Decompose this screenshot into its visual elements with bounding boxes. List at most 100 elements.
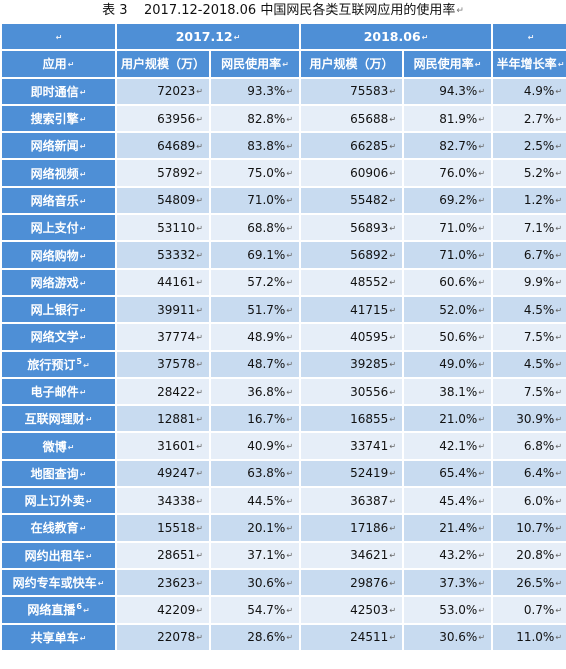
cell-rate-2017: 75.0%↵ — [211, 160, 300, 186]
cell-rate-2017: 28.6%↵ — [211, 624, 300, 650]
cell-growth: 6.0%↵ — [493, 488, 566, 514]
table-row: 网络文学↵ 37774↵ 48.9%↵ 40595↵ 50.6%↵ 7.5%↵ — [2, 324, 566, 350]
column-header-rate-2017: 网民使用率↵ — [211, 51, 300, 77]
paragraph-mark-icon: ↵ — [85, 415, 93, 425]
table-row: 网约专车或快车↵ 23623↵ 30.6%↵ 29876↵ 37.3%↵ 26.5%↵ — [2, 569, 566, 596]
cell-value: 30.6% — [247, 575, 286, 590]
paragraph-mark-icon: ↵ — [389, 251, 397, 261]
cell-value: 75583 — [350, 84, 389, 99]
paragraph-mark-icon: ↵ — [389, 278, 397, 288]
app-name-cell: 网约专车或快车↵ — [2, 569, 115, 596]
paragraph-mark-icon: ↵ — [389, 578, 397, 588]
cell-growth: 20.8%↵ — [493, 542, 566, 568]
app-name: 网约出租车 — [24, 548, 85, 563]
paragraph-mark-icon: ↵ — [196, 605, 203, 615]
paragraph-mark-icon: ↵ — [478, 87, 486, 97]
paragraph-mark-icon: ↵ — [389, 305, 397, 315]
cell-value: 15518 — [157, 520, 196, 535]
cell-rate-2018: 82.7%↵ — [404, 133, 492, 159]
paragraph-mark-icon: ↵ — [389, 414, 397, 424]
cell-value: 28422 — [157, 384, 196, 399]
cell-rate-2018: 81.9%↵ — [404, 105, 492, 132]
cell-users-2017: 64689↵ — [117, 133, 209, 159]
cell-users-2018: 66285↵ — [301, 133, 403, 159]
paragraph-mark-icon: ↵ — [67, 60, 75, 70]
cell-value: 55482 — [350, 193, 389, 208]
cell-value: 2.7% — [523, 111, 555, 126]
cell-value: 49.0% — [439, 357, 478, 372]
cell-rate-2018: 21.0%↵ — [404, 406, 492, 432]
cell-value: 37578 — [157, 357, 196, 372]
paragraph-mark-icon: ↵ — [79, 524, 87, 534]
header-corner-cell: ↵ — [2, 24, 115, 50]
cell-value: 16855 — [350, 411, 389, 426]
cell-value: 43.2% — [439, 548, 478, 563]
cell-rate-2018: 38.1%↵ — [404, 378, 492, 405]
cell-value: 65.4% — [439, 466, 478, 481]
cell-value: 11.0% — [516, 630, 555, 645]
cell-rate-2017: 44.5%↵ — [211, 488, 300, 514]
cell-value: 42209 — [157, 602, 196, 617]
paragraph-mark-icon: ↵ — [389, 87, 397, 97]
cell-value: 10.7% — [516, 520, 555, 535]
cell-rate-2017: 48.7%↵ — [211, 351, 300, 377]
cell-value: 12881 — [157, 411, 196, 426]
app-name: 即时通信 — [30, 84, 79, 99]
cell-value: 44161 — [157, 275, 196, 290]
cell-rate-2017: 54.7%↵ — [211, 597, 300, 623]
cell-value: 60906 — [350, 166, 389, 181]
app-name-cell: 搜索引擎↵ — [2, 105, 115, 132]
cell-users-2017: 34338↵ — [117, 488, 209, 514]
cell-rate-2018: 53.0%↵ — [404, 597, 492, 623]
table-row: 网上订外卖↵ 34338↵ 44.5%↵ 36387↵ 45.4%↵ 6.0%↵ — [2, 488, 566, 514]
paragraph-mark-icon: ↵ — [478, 251, 486, 261]
cell-users-2017: 12881↵ — [117, 406, 209, 432]
paragraph-mark-icon: ↵ — [478, 141, 486, 151]
table-row: 网约出租车↵ 28651↵ 37.1%↵ 34621↵ 43.2%↵ 20.8%↵ — [2, 542, 566, 568]
cell-value: 7.5% — [523, 329, 555, 344]
cell-value: 1.2% — [523, 193, 555, 208]
cell-value: 9.9% — [523, 275, 555, 290]
paragraph-mark-icon: ↵ — [478, 605, 486, 615]
cell-growth: 10.7%↵ — [493, 515, 566, 541]
paragraph-mark-icon: ↵ — [555, 523, 563, 533]
paragraph-mark-icon: ↵ — [478, 196, 486, 206]
paragraph-mark-icon: ↵ — [196, 223, 203, 233]
paragraph-mark-icon: ↵ — [286, 305, 294, 315]
cell-value: 24511 — [350, 630, 389, 645]
cell-value: 65688 — [350, 111, 389, 126]
cell-value: 42503 — [350, 602, 389, 617]
paragraph-mark-icon: ↵ — [286, 278, 294, 288]
cell-value: 53.0% — [439, 602, 478, 617]
cell-users-2017: 54809↵ — [117, 187, 209, 214]
table-row: 网络购物↵ 53332↵ 69.1%↵ 56892↵ 71.0%↵ 6.7%↵ — [2, 242, 566, 268]
paragraph-mark-icon: ↵ — [196, 523, 203, 533]
paragraph-mark-icon: ↵ — [286, 605, 294, 615]
cell-rate-2018: 71.0%↵ — [404, 215, 492, 241]
cell-rate-2018: 50.6%↵ — [404, 324, 492, 350]
header-group-2017-12: 2017.12↵ — [117, 24, 300, 50]
cell-growth: 6.8%↵ — [493, 433, 566, 459]
cell-value: 71.0% — [439, 248, 478, 263]
paragraph-mark-icon: ↵ — [478, 469, 486, 479]
cell-users-2017: 37774↵ — [117, 324, 209, 350]
app-name-cell: 在线教育↵ — [2, 515, 115, 541]
cell-rate-2018: 21.4%↵ — [404, 515, 492, 541]
cell-value: 33741 — [350, 439, 389, 454]
cell-rate-2018: 49.0%↵ — [404, 351, 492, 377]
column-header-users-2018: 用户规模（万） — [301, 51, 403, 77]
table-row: 搜索引擎↵ 63956↵ 82.8%↵ 65688↵ 81.9%↵ 2.7%↵ — [2, 105, 566, 132]
paragraph-mark-icon: ↵ — [555, 87, 563, 97]
paragraph-mark-icon: ↵ — [474, 60, 482, 70]
app-name-cell: 网络文学↵ — [2, 324, 115, 350]
paragraph-mark-icon: ↵ — [478, 360, 486, 370]
cell-growth: 1.2%↵ — [493, 187, 566, 214]
cell-users-2018: 48552↵ — [301, 269, 403, 295]
paragraph-mark-icon: ↵ — [196, 551, 203, 561]
app-name-cell: 互联网理财↵ — [2, 406, 115, 432]
cell-value: 51.7% — [247, 302, 286, 317]
column-header-rate-2018: 网民使用率↵ — [404, 51, 492, 77]
paragraph-mark-icon: ↵ — [389, 496, 397, 506]
cell-users-2018: 29876↵ — [301, 569, 403, 596]
paragraph-mark-icon: ↵ — [286, 223, 294, 233]
